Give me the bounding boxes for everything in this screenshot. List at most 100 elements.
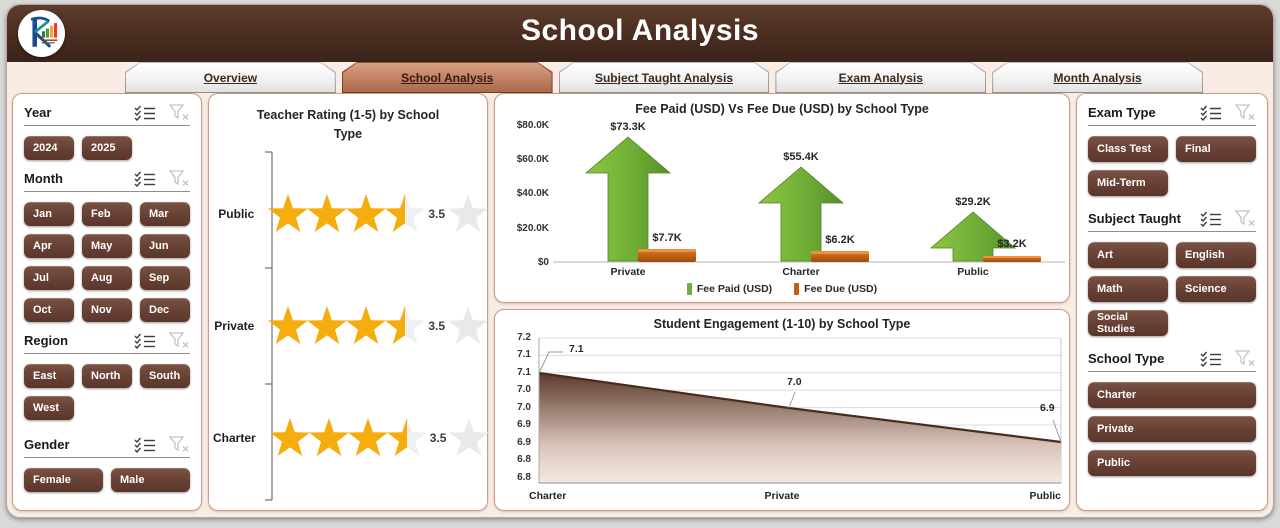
region-button[interactable]: North	[82, 364, 132, 388]
multi-select-icon[interactable]	[134, 332, 156, 349]
star-icon	[346, 194, 387, 232]
y-tick: 6.8	[517, 454, 531, 465]
gender-button[interactable]: Male	[111, 468, 190, 492]
x-category: Public	[957, 266, 989, 278]
exam-type-button[interactable]: Mid-Term	[1088, 170, 1168, 196]
region-button[interactable]: West	[24, 396, 74, 420]
multi-select-icon[interactable]	[134, 436, 156, 453]
subject-button[interactable]: Math	[1088, 276, 1168, 302]
engagement-area	[539, 373, 1061, 483]
year-button[interactable]: 2025	[82, 136, 132, 160]
fee-paid-bar	[757, 166, 845, 262]
gender-button[interactable]: Female	[24, 468, 103, 492]
month-button[interactable]: Jul	[24, 266, 74, 290]
school-type-button[interactable]: Private	[1088, 416, 1256, 442]
rating-category: Charter	[213, 431, 256, 445]
subject-button[interactable]: Art	[1088, 242, 1168, 268]
slicer-subject-taught: Subject Taught Art English Math Science …	[1088, 210, 1256, 336]
clear-filter-icon[interactable]	[168, 170, 190, 187]
month-button[interactable]: Dec	[140, 298, 190, 322]
month-button[interactable]: Jun	[140, 234, 190, 258]
slicer-year: Year 2024 2025	[24, 104, 190, 160]
x-category: Private	[610, 266, 646, 278]
right-filter-panel: Exam Type Class Test Final Mid-Term Subj…	[1076, 93, 1268, 511]
rating-row: Public 3.5	[213, 184, 488, 244]
rating-value: 3.5	[428, 319, 445, 333]
rating-row: Charter 3.5	[213, 408, 490, 468]
teacher-rating-chart: Teacher Rating (1-5) by School Type Publ…	[208, 93, 490, 511]
data-label: $73.3K	[610, 121, 646, 133]
legend-item: Fee Paid (USD)	[686, 283, 772, 295]
exam-type-button[interactable]: Final	[1176, 136, 1256, 162]
school-type-button[interactable]: Public	[1088, 450, 1256, 476]
clear-filter-icon[interactable]	[168, 436, 190, 453]
clear-filter-icon[interactable]	[168, 332, 190, 349]
slicer-exam-type-title: Exam Type	[1088, 105, 1156, 120]
empty-star-icon	[448, 194, 488, 232]
tab-exam-analysis[interactable]: Exam Analysis	[775, 62, 986, 93]
half-star-icon	[386, 418, 427, 456]
month-button[interactable]: Aug	[82, 266, 132, 290]
y-tick: 6.9	[517, 437, 531, 448]
y-tick: $20.0K	[516, 223, 549, 234]
chart-title: Fee Paid (USD) Vs Fee Due (USD) by Schoo…	[635, 102, 929, 116]
data-label: $29.2K	[955, 196, 991, 208]
slicer-month: Month Jan Feb Mar Apr May Jun Jul Aug Se…	[24, 170, 190, 322]
month-button[interactable]: May	[82, 234, 132, 258]
star-icon	[307, 194, 348, 232]
month-button[interactable]: Sep	[140, 266, 190, 290]
slicer-month-title: Month	[24, 171, 63, 186]
star-icon	[346, 306, 387, 344]
subject-button[interactable]: Science	[1176, 276, 1256, 302]
multi-select-icon[interactable]	[134, 104, 156, 121]
school-type-button[interactable]: Charter	[1088, 382, 1256, 408]
fee-due-bar	[638, 249, 696, 262]
header-band: School Analysis	[7, 5, 1273, 62]
year-button[interactable]: 2024	[24, 136, 74, 160]
month-button[interactable]: Feb	[82, 202, 132, 226]
star-icon	[308, 418, 349, 456]
x-category: Charter	[782, 266, 820, 278]
multi-select-icon[interactable]	[1200, 350, 1222, 367]
subject-button[interactable]: English	[1176, 242, 1256, 268]
multi-select-icon[interactable]	[1200, 104, 1222, 121]
clear-filter-icon[interactable]	[1234, 104, 1256, 121]
clear-filter-icon[interactable]	[168, 104, 190, 121]
data-label: 7.1	[569, 343, 584, 355]
y-tick: $80.0K	[516, 120, 549, 131]
left-filter-panel: Year 2024 2025 Month Jan Feb	[12, 93, 202, 511]
region-button[interactable]: South	[140, 364, 190, 388]
tab-month-analysis[interactable]: Month Analysis	[992, 62, 1203, 93]
half-star-icon	[385, 194, 426, 232]
clear-filter-icon[interactable]	[1234, 350, 1256, 367]
y-tick: $40.0K	[516, 188, 549, 199]
brand-logo	[18, 10, 65, 57]
exam-type-button[interactable]: Class Test	[1088, 136, 1168, 162]
clear-filter-icon[interactable]	[1234, 210, 1256, 227]
data-label: $7.7K	[652, 232, 682, 244]
month-button[interactable]: Mar	[140, 202, 190, 226]
legend-label: Fee Due (USD)	[804, 283, 878, 295]
multi-select-icon[interactable]	[1200, 210, 1222, 227]
fee-chart: Fee Paid (USD) Vs Fee Due (USD) by Schoo…	[494, 93, 1070, 303]
tab-overview[interactable]: Overview	[125, 62, 336, 93]
region-button[interactable]: East	[24, 364, 74, 388]
chart-title: Teacher Rating (1-5) by School Type	[256, 108, 440, 141]
half-star-icon	[385, 306, 426, 344]
month-button[interactable]: Jan	[24, 202, 74, 226]
month-button[interactable]: Oct	[24, 298, 74, 322]
month-button[interactable]: Nov	[82, 298, 132, 322]
fee-paid-swatch	[686, 283, 692, 295]
multi-select-icon[interactable]	[134, 170, 156, 187]
y-tick: 7.1	[517, 367, 531, 378]
data-label: $6.2K	[825, 234, 855, 246]
subject-button[interactable]: Social Studies	[1088, 310, 1168, 336]
y-tick: 6.9	[517, 419, 531, 430]
tab-school-analysis[interactable]: School Analysis	[342, 62, 553, 93]
tab-subject-taught-analysis[interactable]: Subject Taught Analysis	[559, 62, 770, 93]
slicer-exam-type: Exam Type Class Test Final Mid-Term	[1088, 104, 1256, 196]
fee-due-swatch	[794, 283, 800, 295]
y-tick: 6.8	[517, 472, 531, 483]
month-button[interactable]: Apr	[24, 234, 74, 258]
fee-plot	[553, 136, 1065, 263]
